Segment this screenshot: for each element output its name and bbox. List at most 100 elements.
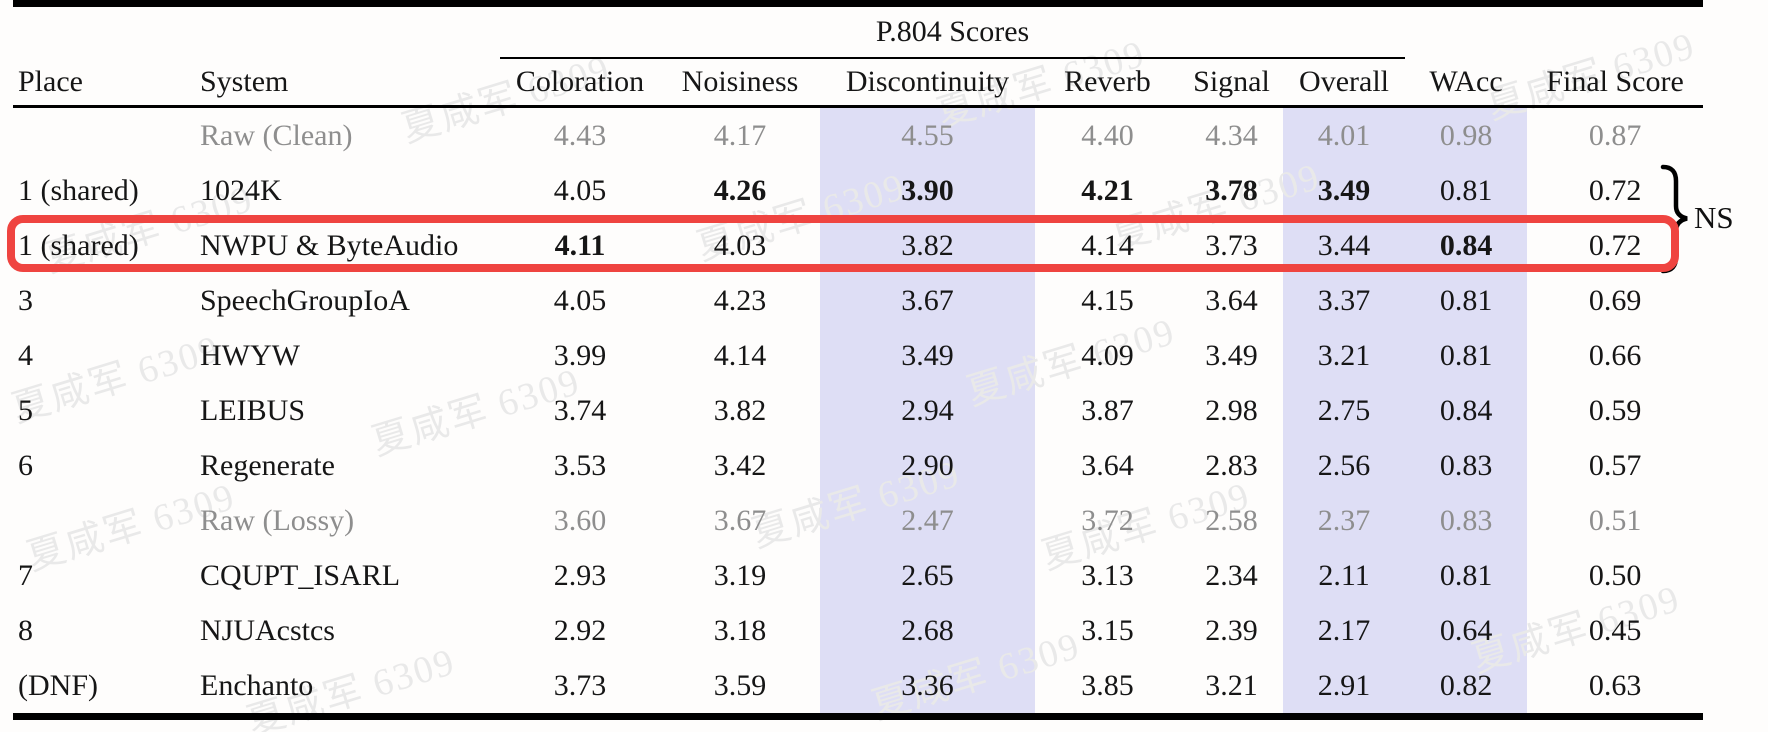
cell-system: Enchanto xyxy=(200,668,314,702)
discontinuity-column-highlight xyxy=(820,108,1035,713)
column-header-signal: Signal xyxy=(1180,58,1283,108)
cell-discontinuity: 3.36 xyxy=(901,668,954,702)
table-row: 4 HWYW 3.99 4.14 3.49 4.09 3.49 3.21 0.81 0.66 xyxy=(13,328,1703,383)
cell-final-score: 0.57 xyxy=(1588,448,1642,482)
cell-final-score: 0.87 xyxy=(1588,118,1642,152)
cell-wacc: 0.81 xyxy=(1439,173,1493,207)
cell-noisiness: 4.26 xyxy=(713,173,767,207)
cell-wacc: 0.84 xyxy=(1439,393,1493,427)
table-row-highlighted: 1 (shared) NWPU & ByteAudio 4.11 4.03 3.82 4.… xyxy=(13,218,1703,273)
ns-label: NS xyxy=(1694,200,1734,235)
cell-wacc: 0.81 xyxy=(1439,338,1493,372)
cell-reverb: 4.14 xyxy=(1081,228,1134,262)
cell-final-score: 0.50 xyxy=(1588,558,1642,592)
cell-discontinuity: 2.94 xyxy=(901,393,954,427)
cell-place: 4 xyxy=(18,338,33,372)
cell-discontinuity: 4.55 xyxy=(901,118,954,152)
cell-coloration: 3.73 xyxy=(553,668,607,702)
table-row: 8 NJUAcstcs 2.92 3.18 2.68 3.15 2.39 2.17 0.64 0.… xyxy=(13,603,1703,658)
cell-discontinuity: 3.67 xyxy=(901,283,954,317)
cell-noisiness: 4.23 xyxy=(713,283,767,317)
table-row: 5 LEIBUS 3.74 3.82 2.94 3.87 2.98 2.75 0.84 0.59 xyxy=(13,383,1703,438)
cell-place: (DNF) xyxy=(18,668,98,702)
cell-discontinuity: 2.65 xyxy=(901,558,954,592)
cell-wacc: 0.83 xyxy=(1439,503,1493,537)
cell-overall: 2.17 xyxy=(1317,613,1371,647)
cell-place: 5 xyxy=(18,393,33,427)
cell-overall: 3.44 xyxy=(1317,228,1371,262)
p804-results-table: P.804 Scores Place System Coloration Noi… xyxy=(13,0,1704,720)
cell-discontinuity: 2.90 xyxy=(901,448,954,482)
cell-overall: 3.49 xyxy=(1317,173,1371,207)
cell-signal: 3.78 xyxy=(1205,173,1258,207)
table-row: (DNF) Enchanto 3.73 3.59 3.36 3.85 3.21 2.91 0.8… xyxy=(13,658,1703,717)
cell-final-score: 0.59 xyxy=(1588,393,1642,427)
cell-discontinuity: 3.49 xyxy=(901,338,954,372)
cell-wacc: 0.64 xyxy=(1439,613,1493,647)
cell-noisiness: 3.67 xyxy=(713,503,767,537)
column-header-discontinuity: Discontinuity xyxy=(820,58,1035,108)
cell-wacc: 0.82 xyxy=(1439,668,1493,702)
cell-wacc: 0.98 xyxy=(1439,118,1493,152)
cell-overall: 2.56 xyxy=(1317,448,1371,482)
column-header-coloration: Coloration xyxy=(500,58,660,108)
overall-wacc-column-highlight xyxy=(1283,108,1527,713)
cell-coloration: 4.11 xyxy=(554,228,606,262)
cell-coloration: 4.05 xyxy=(553,283,607,317)
cell-final-score: 0.45 xyxy=(1588,613,1642,647)
cell-signal: 3.64 xyxy=(1205,283,1258,317)
cell-final-score: 0.63 xyxy=(1588,668,1642,702)
cell-reverb: 4.09 xyxy=(1081,338,1134,372)
column-header-overall: Overall xyxy=(1283,58,1406,108)
cell-signal: 3.73 xyxy=(1205,228,1258,262)
cell-noisiness: 3.42 xyxy=(713,448,767,482)
cell-final-score: 0.51 xyxy=(1588,503,1642,537)
cell-noisiness: 4.03 xyxy=(713,228,767,262)
cell-overall: 2.37 xyxy=(1317,503,1371,537)
cell-reverb: 3.13 xyxy=(1081,558,1134,592)
cell-final-score: 0.69 xyxy=(1588,283,1642,317)
cell-noisiness: 3.19 xyxy=(713,558,767,592)
cell-system: SpeechGroupIoA xyxy=(200,283,410,317)
column-header-noisiness: Noisiness xyxy=(660,58,820,108)
cell-overall: 3.37 xyxy=(1317,283,1371,317)
column-header-final-score: Final Score xyxy=(1527,58,1704,108)
group-header-spacer xyxy=(13,4,500,59)
cell-overall: 3.21 xyxy=(1317,338,1371,372)
cell-signal: 4.34 xyxy=(1205,118,1258,152)
cell-reverb: 4.40 xyxy=(1081,118,1134,152)
table-row: 3 SpeechGroupIoA 4.05 4.23 3.67 4.15 3.64 3.37 0… xyxy=(13,273,1703,328)
table-body: Raw (Clean) 4.43 4.17 4.55 4.40 4.34 4.01 0.98 0… xyxy=(13,107,1703,717)
cell-wacc: 0.83 xyxy=(1439,448,1493,482)
cell-signal: 2.58 xyxy=(1205,503,1258,537)
cell-place: 1 (shared) xyxy=(18,173,139,207)
cell-system: NJUAcstcs xyxy=(200,613,335,647)
cell-wacc: 0.81 xyxy=(1439,283,1493,317)
cell-signal: 2.39 xyxy=(1205,613,1258,647)
cell-coloration: 3.74 xyxy=(553,393,607,427)
column-header-row: Place System Coloration Noisiness Discon… xyxy=(13,58,1704,108)
cell-overall: 2.11 xyxy=(1318,558,1370,592)
cell-place xyxy=(13,493,200,548)
cell-reverb: 4.21 xyxy=(1081,173,1134,207)
cell-signal: 2.83 xyxy=(1205,448,1258,482)
cell-wacc: 0.84 xyxy=(1439,228,1493,262)
cell-system: Raw (Lossy) xyxy=(200,503,355,537)
cell-noisiness: 4.17 xyxy=(713,118,767,152)
cell-reverb: 4.15 xyxy=(1081,283,1134,317)
highlight-box xyxy=(7,215,1679,272)
cell-place: 8 xyxy=(18,613,33,647)
column-header-reverb: Reverb xyxy=(1035,58,1180,108)
cell-noisiness: 3.18 xyxy=(713,613,767,647)
table-row: 1 (shared) 1024K 4.05 4.26 3.90 4.21 3.78 3.49 0… xyxy=(13,163,1703,218)
cell-signal: 3.49 xyxy=(1205,338,1258,372)
column-header-system: System xyxy=(200,58,500,108)
cell-reverb: 3.64 xyxy=(1081,448,1134,482)
cell-coloration: 2.92 xyxy=(553,613,607,647)
column-header-place: Place xyxy=(13,58,200,108)
cell-noisiness: 3.82 xyxy=(713,393,767,427)
cell-overall: 4.01 xyxy=(1317,118,1371,152)
cell-signal: 3.21 xyxy=(1205,668,1258,702)
cell-coloration: 3.60 xyxy=(553,503,607,537)
cell-place: 7 xyxy=(18,558,33,592)
